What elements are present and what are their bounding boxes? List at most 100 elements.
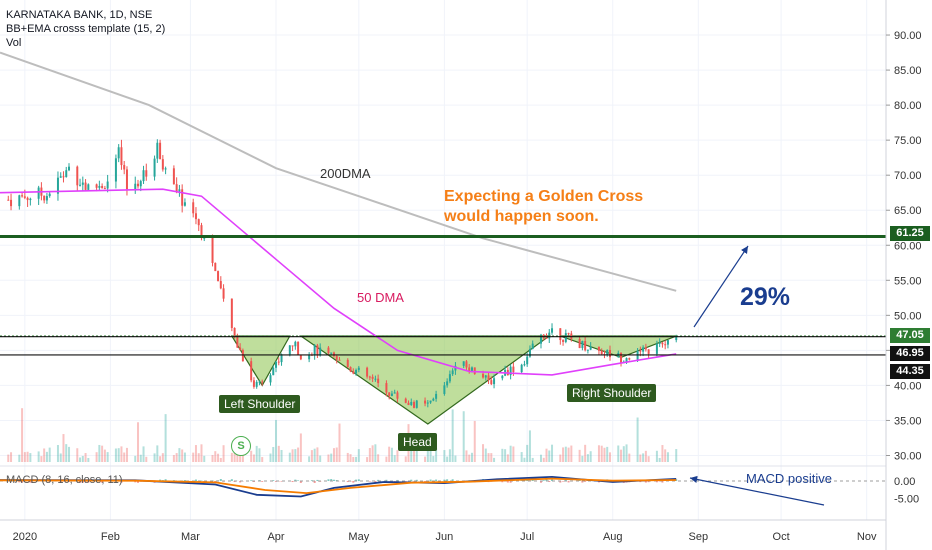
volume-bar xyxy=(570,445,573,462)
volume-bar xyxy=(446,456,449,462)
candle-body xyxy=(134,183,137,190)
label-50dma: 50 DMA xyxy=(357,290,404,305)
volume-bar xyxy=(429,449,432,462)
macd-histogram-bar xyxy=(443,479,446,481)
volume-bar xyxy=(252,454,255,462)
candle-body xyxy=(114,158,117,182)
dividend-icon[interactable]: S xyxy=(231,436,251,456)
candle-body xyxy=(250,361,253,381)
volume-bar xyxy=(432,456,435,462)
volume-bar xyxy=(299,433,302,462)
volume-bar xyxy=(470,452,473,462)
volume-bar xyxy=(603,447,606,462)
y-tick-label: 55.00 xyxy=(894,275,922,287)
candle-body xyxy=(120,147,123,166)
candle-body xyxy=(368,376,371,378)
macd-histogram-bar xyxy=(644,481,647,483)
macd-histogram-bar xyxy=(501,481,504,483)
candle-body xyxy=(526,356,529,365)
candle-body xyxy=(642,347,645,352)
volume-bar xyxy=(622,446,625,462)
macd-histogram-bar xyxy=(346,481,349,483)
volume-bar xyxy=(308,456,311,462)
volume-bar xyxy=(291,449,294,462)
macd-histogram-bar xyxy=(374,481,377,483)
macd-histogram-bar xyxy=(79,481,82,483)
y-tick-label: 75.00 xyxy=(894,135,922,147)
volume-bar xyxy=(175,453,178,462)
candle-body xyxy=(299,354,302,360)
candle-body xyxy=(410,401,413,406)
y-tick-label: 85.00 xyxy=(894,65,922,77)
candle-body xyxy=(620,352,623,363)
volume-bar xyxy=(628,453,631,462)
volume-bar xyxy=(504,449,507,462)
volume-bar xyxy=(7,454,10,462)
volume-bar xyxy=(542,457,545,462)
volume-bar xyxy=(426,448,429,462)
candle-body xyxy=(385,383,388,393)
y-tick-label: 40.00 xyxy=(894,380,922,392)
right-shoulder-label: Right Shoulder xyxy=(567,384,657,402)
volume-bar xyxy=(81,455,84,462)
candle-body xyxy=(181,189,184,206)
macd-histogram-bar xyxy=(330,479,333,481)
volume-bar xyxy=(465,450,468,462)
macd-histogram-bar xyxy=(531,479,534,481)
candle-body xyxy=(559,328,562,341)
candle-body xyxy=(338,359,341,361)
volume-bar xyxy=(313,448,316,462)
volume-bar xyxy=(564,446,567,462)
volume-bar xyxy=(23,452,26,462)
candle-body xyxy=(277,361,280,363)
candle-body xyxy=(101,186,104,189)
candle-body xyxy=(332,352,335,357)
volume-bar xyxy=(562,447,565,462)
annotation-arrows xyxy=(689,245,825,506)
candle-body xyxy=(509,366,512,376)
x-tick-label: Oct xyxy=(773,531,790,543)
candle-body xyxy=(233,327,236,336)
candle-body xyxy=(404,398,407,403)
macd-histogram-bar xyxy=(299,481,302,483)
candle-body xyxy=(164,168,167,170)
candle-body xyxy=(539,334,542,344)
macd-histogram-bar xyxy=(377,479,380,481)
candle-body xyxy=(316,345,319,356)
volume-bar xyxy=(76,448,79,462)
macd-histogram-bar xyxy=(137,481,140,483)
volume-bar xyxy=(156,445,159,462)
candle-body xyxy=(211,237,214,263)
candle-body xyxy=(65,170,68,178)
candle-body xyxy=(512,366,515,373)
candle-body xyxy=(29,198,32,201)
candle-body xyxy=(451,370,454,375)
x-tick-label: Jun xyxy=(436,531,454,543)
ma200-line xyxy=(0,51,677,292)
volume-bar xyxy=(181,449,184,462)
macd-histogram-bar xyxy=(183,480,186,481)
volume-bar xyxy=(617,445,620,462)
candle-body xyxy=(482,373,485,378)
candle-body xyxy=(10,199,13,207)
volume-bar xyxy=(661,445,664,462)
volume-bar xyxy=(413,449,416,462)
volume-bar xyxy=(236,454,239,462)
volume-bar xyxy=(62,434,65,462)
moving-averages xyxy=(0,51,677,376)
head-label: Head xyxy=(398,433,437,451)
volume-bar xyxy=(528,430,531,462)
volume-bar xyxy=(484,448,487,462)
candle-body xyxy=(142,170,145,182)
volume-bar xyxy=(332,448,335,462)
macd-histogram-bar xyxy=(355,479,358,481)
candle-body xyxy=(465,361,468,368)
volume-bar xyxy=(385,456,388,462)
volume-bars xyxy=(7,408,678,462)
volume-bar xyxy=(487,453,490,462)
volume-bar xyxy=(277,445,280,462)
volume-bar xyxy=(357,449,360,462)
volume-bar xyxy=(636,417,639,462)
volume-bar xyxy=(269,453,272,462)
